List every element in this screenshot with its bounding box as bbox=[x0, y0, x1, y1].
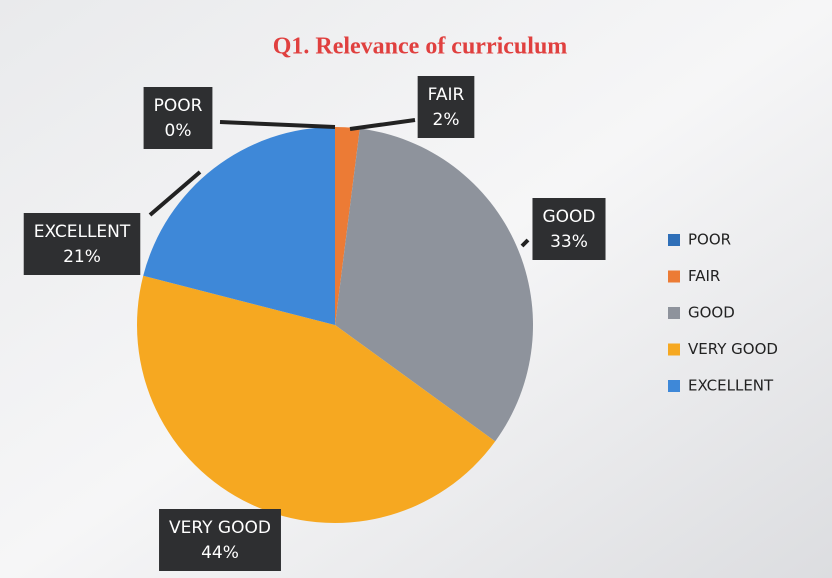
label-value: 44% bbox=[201, 543, 239, 563]
legend-swatch bbox=[668, 343, 680, 356]
pie-slice bbox=[335, 127, 360, 325]
leader-line bbox=[520, 238, 530, 248]
data-label: VERY GOOD 44% bbox=[159, 509, 281, 571]
label-value: 33% bbox=[550, 232, 588, 252]
legend-swatch bbox=[668, 234, 680, 246]
label-box bbox=[159, 509, 281, 571]
legend-swatch bbox=[668, 307, 680, 319]
label-box bbox=[143, 87, 213, 149]
data-label: POOR 0% bbox=[143, 87, 213, 149]
legend-label: EXCELLENT bbox=[688, 377, 774, 395]
data-label: EXCELLENT 21% bbox=[23, 213, 141, 275]
label-box bbox=[532, 198, 606, 260]
legend-label: POOR bbox=[688, 231, 731, 249]
legend-label: VERY GOOD bbox=[688, 340, 778, 358]
leader-line bbox=[148, 170, 202, 217]
leader-line bbox=[219, 120, 336, 129]
legend-label: GOOD bbox=[688, 304, 735, 322]
label-box bbox=[417, 76, 475, 138]
label-value: 0% bbox=[165, 121, 192, 141]
label-value: 21% bbox=[63, 247, 101, 267]
leader-line bbox=[349, 118, 416, 131]
pie-slice bbox=[335, 128, 533, 442]
label-box bbox=[23, 213, 141, 275]
label-category: EXCELLENT bbox=[34, 222, 131, 242]
legend-swatch bbox=[668, 380, 680, 392]
legend-label: FAIR bbox=[688, 267, 720, 285]
chart-title: Q1. Relevance of curriculum bbox=[273, 34, 568, 60]
pie-slice bbox=[143, 127, 335, 325]
legend-swatch bbox=[668, 270, 680, 283]
label-category: GOOD bbox=[542, 207, 595, 227]
label-category: VERY GOOD bbox=[169, 518, 271, 538]
data-label: GOOD 33% bbox=[532, 198, 606, 260]
pie-slice bbox=[136, 275, 496, 524]
label-category: POOR bbox=[154, 96, 203, 116]
label-category: FAIR bbox=[428, 85, 465, 105]
data-label: FAIR 2% bbox=[417, 76, 475, 138]
label-value: 2% bbox=[433, 110, 460, 130]
